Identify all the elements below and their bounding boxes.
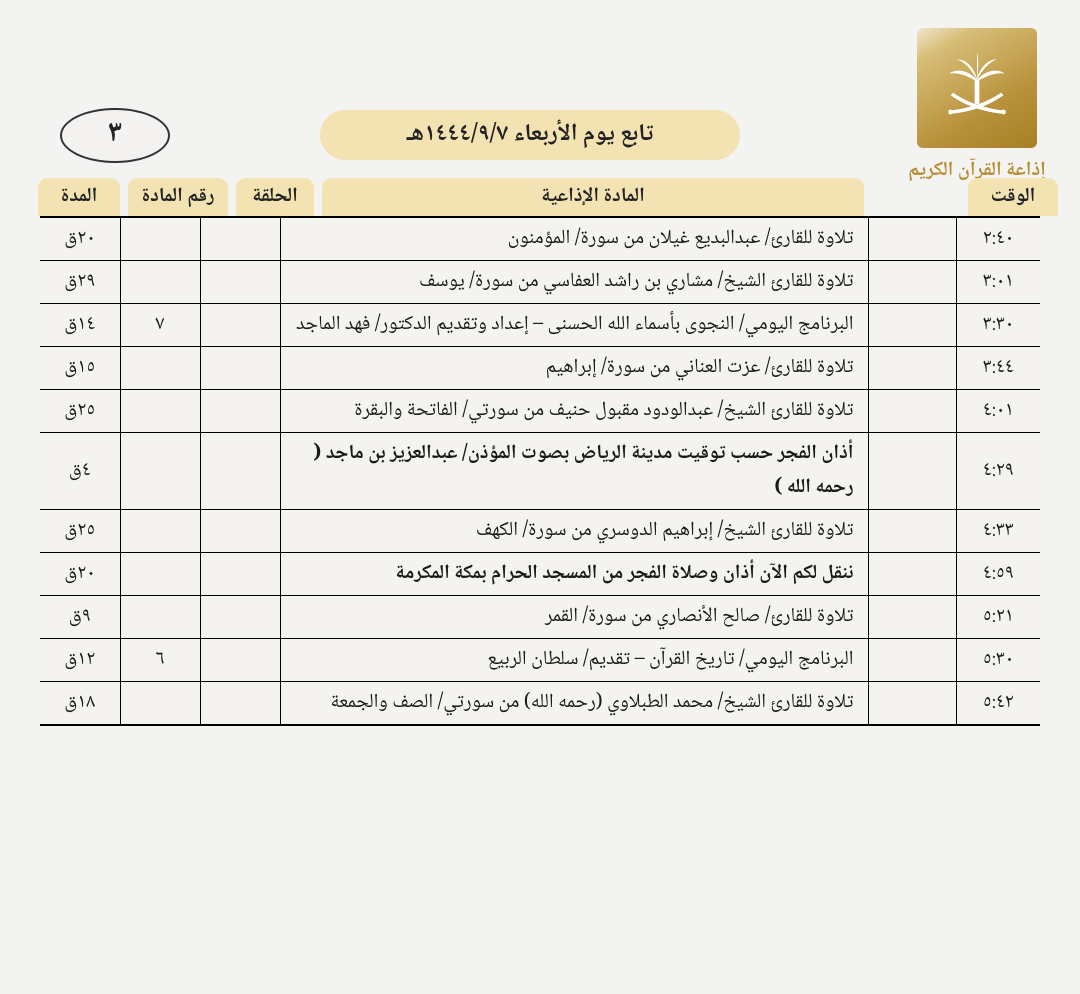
cell-gap [868, 553, 956, 596]
palm-swords-icon [937, 48, 1017, 128]
cell-time: ٤:٥٩ [956, 553, 1040, 596]
header-material-number: رقم المادة [128, 178, 228, 216]
page-title-banner: تابع يوم الأربعاء ١٤٤٤/٩/٧هـ [320, 110, 740, 160]
cell-content: تلاوة للقارئ الشيخ/ محمد الطبلاوي (رحمه … [280, 682, 868, 725]
cell-material-number: ٦ [120, 639, 200, 682]
cell-time: ٢:٤٠ [956, 218, 1040, 261]
cell-time: ٤:٣٣ [956, 510, 1040, 553]
page-number: ٣ [108, 110, 123, 161]
cell-material-number [120, 218, 200, 261]
cell-content: تلاوة للقارئ/ صالح الأنصاري من سورة/ الق… [280, 596, 868, 639]
cell-material-number [120, 682, 200, 725]
cell-content: تلاوة للقارئ/ عزت العناني من سورة/ إبراه… [280, 347, 868, 390]
table-row: ٣:٠١ تلاوة للقارئ الشيخ/ مشاري بن راشد ال… [40, 261, 1040, 304]
cell-gap [868, 390, 956, 433]
cell-content: أذان الفجر حسب توقيت مدينة الرياض بصوت ا… [280, 433, 868, 510]
table-row: ٥:٣٠ البرنامج اليومي/ تاريخ القرآن – تقدي… [40, 639, 1040, 682]
column-headers: الوقت المادة الإذاعية الحلقة رقم المادة … [0, 178, 1080, 216]
cell-episode [200, 390, 280, 433]
header-time: الوقت [968, 178, 1058, 216]
cell-duration: ١٢ق [40, 639, 120, 682]
cell-episode [200, 433, 280, 510]
station-logo: إذاعة القرآن الكريم [902, 28, 1052, 188]
cell-episode [200, 218, 280, 261]
header-content: المادة الإذاعية [322, 178, 864, 216]
cell-material-number [120, 261, 200, 304]
cell-content: تلاوة للقارئ الشيخ/ عبدالودود مقبول حنيف… [280, 390, 868, 433]
table-row: ٥:٢١ تلاوة للقارئ/ صالح الأنصاري من سورة/… [40, 596, 1040, 639]
cell-gap [868, 218, 956, 261]
cell-duration: ١٨ق [40, 682, 120, 725]
cell-gap [868, 682, 956, 725]
cell-duration: ٢٥ق [40, 510, 120, 553]
table-row: ٤:٥٩ ننقل لكم الآن أذان وصلاة الفجر من ال… [40, 553, 1040, 596]
cell-gap [868, 596, 956, 639]
cell-material-number [120, 596, 200, 639]
table-row: ٣:٤٤ تلاوة للقارئ/ عزت العناني من سورة/ إ… [40, 347, 1040, 390]
cell-gap [868, 261, 956, 304]
cell-duration: ٩ق [40, 596, 120, 639]
cell-material-number [120, 390, 200, 433]
page-number-oval: ٣ [60, 108, 170, 163]
cell-gap [868, 433, 956, 510]
cell-episode [200, 510, 280, 553]
cell-gap [868, 304, 956, 347]
cell-duration: ٢٩ق [40, 261, 120, 304]
cell-episode [200, 639, 280, 682]
table-row: ٤:٠١ تلاوة للقارئ الشيخ/ عبدالودود مقبول … [40, 390, 1040, 433]
cell-duration: ٢٠ق [40, 218, 120, 261]
page-title-text: تابع يوم الأربعاء ١٤٤٤/٩/٧هـ [407, 115, 654, 156]
cell-content: البرنامج اليومي/ تاريخ القرآن – تقديم/ س… [280, 639, 868, 682]
logo-square [917, 28, 1037, 148]
cell-time: ٥:٤٢ [956, 682, 1040, 725]
cell-gap [868, 639, 956, 682]
cell-material-number [120, 433, 200, 510]
cell-episode [200, 682, 280, 725]
cell-duration: ١٤ق [40, 304, 120, 347]
cell-time: ٤:٠١ [956, 390, 1040, 433]
cell-time: ٣:٠١ [956, 261, 1040, 304]
schedule-table: ٢:٤٠ تلاوة للقارئ/ عبدالبديع غيلان من سور… [40, 218, 1040, 724]
header-duration: المدة [38, 178, 120, 216]
schedule-table-wrap: ٢:٤٠ تلاوة للقارئ/ عبدالبديع غيلان من سور… [40, 216, 1040, 726]
table-row: ٢:٤٠ تلاوة للقارئ/ عبدالبديع غيلان من سور… [40, 218, 1040, 261]
cell-material-number [120, 347, 200, 390]
cell-duration: ٢٠ق [40, 553, 120, 596]
cell-content: البرنامج اليومي/ النجوى بأسماء الله الحس… [280, 304, 868, 347]
cell-content: تلاوة للقارئ الشيخ/ مشاري بن راشد العفاس… [280, 261, 868, 304]
cell-gap [868, 347, 956, 390]
cell-content: تلاوة للقارئ/ عبدالبديع غيلان من سورة/ ا… [280, 218, 868, 261]
header-episode: الحلقة [236, 178, 314, 216]
cell-time: ٤:٢٩ [956, 433, 1040, 510]
cell-time: ٥:٣٠ [956, 639, 1040, 682]
cell-material-number [120, 553, 200, 596]
cell-material-number [120, 510, 200, 553]
table-row: ٣:٣٠ البرنامج اليومي/ النجوى بأسماء الله … [40, 304, 1040, 347]
table-row: ٤:٣٣ تلاوة للقارئ الشيخ/ إبراهيم الدوسري … [40, 510, 1040, 553]
cell-duration: ١٥ق [40, 347, 120, 390]
cell-duration: ٢٥ق [40, 390, 120, 433]
cell-material-number: ٧ [120, 304, 200, 347]
cell-content: ننقل لكم الآن أذان وصلاة الفجر من المسجد… [280, 553, 868, 596]
cell-episode [200, 304, 280, 347]
cell-episode [200, 261, 280, 304]
cell-gap [868, 510, 956, 553]
cell-episode [200, 347, 280, 390]
cell-time: ٥:٢١ [956, 596, 1040, 639]
table-row: ٤:٢٩ أذان الفجر حسب توقيت مدينة الرياض بص… [40, 433, 1040, 510]
table-row: ٥:٤٢ تلاوة للقارئ الشيخ/ محمد الطبلاوي (ر… [40, 682, 1040, 725]
cell-episode [200, 553, 280, 596]
cell-time: ٣:٤٤ [956, 347, 1040, 390]
cell-content: تلاوة للقارئ الشيخ/ إبراهيم الدوسري من س… [280, 510, 868, 553]
cell-episode [200, 596, 280, 639]
cell-duration: ٤ق [40, 433, 120, 510]
cell-time: ٣:٣٠ [956, 304, 1040, 347]
